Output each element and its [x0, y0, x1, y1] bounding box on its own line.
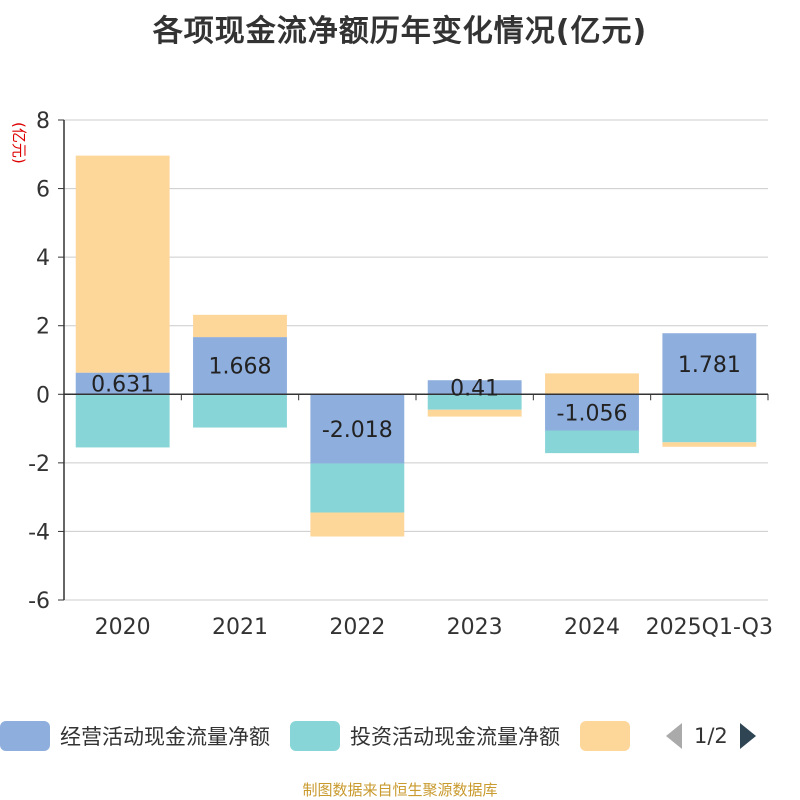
data-label: 1.668 — [209, 355, 272, 380]
previous-page-icon[interactable] — [666, 723, 682, 749]
x-tick-label: 2021 — [212, 615, 268, 640]
bar-segment-series2 — [310, 463, 405, 513]
y-tick-label: -6 — [28, 589, 50, 614]
legend-pager: 1/2 — [666, 723, 756, 749]
data-label: 0.41 — [450, 376, 499, 401]
bar-segment-series2 — [75, 394, 170, 448]
x-tick-label: 2025Q1-Q3 — [646, 615, 773, 640]
legend-item-series1[interactable]: 经营活动现金流量净额 — [0, 721, 270, 751]
bar-segment-series1 — [545, 394, 639, 431]
legend-item-series3[interactable] — [580, 721, 640, 751]
legend-page-indicator: 1/2 — [694, 724, 728, 748]
bar-segment-series1 — [193, 337, 287, 395]
legend-swatch — [0, 721, 50, 751]
legend-item-series2[interactable]: 投资活动现金流量净额 — [290, 721, 560, 751]
bar-segment-series2 — [193, 394, 287, 428]
legend: 经营活动现金流量净额 投资活动现金流量净额 1/2 — [0, 716, 800, 756]
bar-segment-series3 — [545, 373, 639, 395]
next-page-icon[interactable] — [739, 723, 756, 749]
bar-segment-series2 — [662, 394, 757, 443]
plot-area: -6 -4 -2 0 2 4 6 8 (亿元) 2020 2021 2022 2023 2024 2025Q… — [10, 109, 773, 640]
bar-segment-series1 — [75, 372, 170, 395]
y-tick-label: 4 — [36, 246, 50, 271]
y-tick-label: -2 — [28, 452, 50, 477]
bar-segment-series2 — [545, 430, 639, 454]
y-tick-label: 0 — [36, 383, 50, 408]
legend-label: 投资活动现金流量净额 — [350, 725, 560, 749]
x-tick-label: 2020 — [95, 615, 151, 640]
y-tick-label: -4 — [28, 520, 50, 545]
x-tick-label: 2024 — [564, 615, 620, 640]
legend-swatch — [580, 721, 630, 751]
y-tick-label: 8 — [36, 109, 50, 134]
bar-segment-series3 — [310, 512, 405, 537]
data-source-note: 制图数据来自恒生聚源数据库 — [302, 781, 498, 799]
y-tick-label: 6 — [36, 178, 50, 203]
data-label: 1.781 — [678, 353, 741, 378]
legend-label: 经营活动现金流量净额 — [60, 725, 270, 749]
bar-segment-series2 — [427, 394, 522, 410]
y-tick-label: 2 — [36, 315, 50, 340]
bar-segment-series3 — [662, 442, 757, 447]
y-axis-label: (亿元) — [10, 122, 28, 164]
chart-title: 各项现金流净额历年变化情况(亿元) — [152, 14, 648, 49]
bar-segment-series3 — [75, 155, 170, 373]
legend-swatch — [290, 721, 340, 751]
bar-segment-series1 — [662, 333, 757, 395]
data-label: 0.631 — [91, 372, 154, 397]
bar-segment-series3 — [427, 409, 522, 417]
x-tick-label: 2023 — [447, 615, 503, 640]
bar-segment-series1 — [427, 380, 522, 395]
data-label: -2.018 — [322, 418, 393, 443]
bar-segment-series3 — [193, 314, 287, 338]
x-tick-label: 2022 — [329, 615, 385, 640]
data-label: -1.056 — [557, 401, 628, 426]
bar-segment-series1 — [310, 394, 405, 464]
